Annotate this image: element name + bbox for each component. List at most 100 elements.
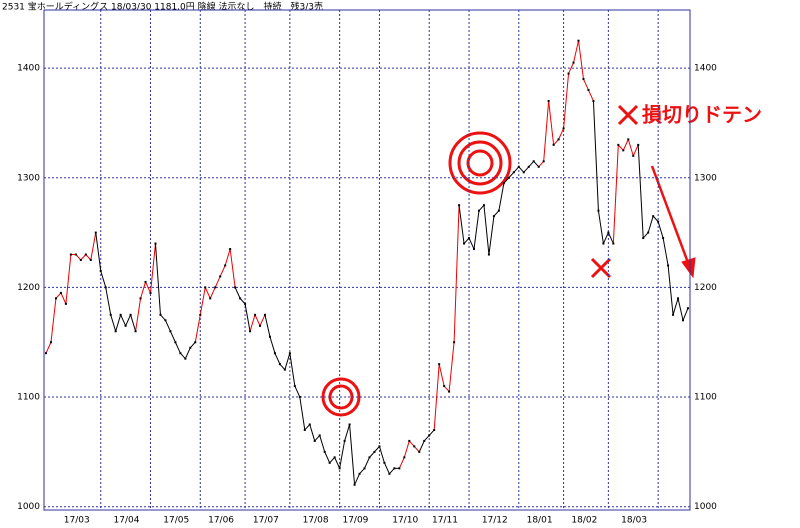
price-segment <box>622 139 629 151</box>
price-segment <box>334 457 341 469</box>
price-point <box>338 467 341 470</box>
price-point <box>527 165 530 168</box>
price-segment <box>383 462 390 475</box>
price-segment <box>130 314 137 332</box>
price-point <box>657 220 660 223</box>
price-segment <box>349 424 356 485</box>
price-point <box>303 428 306 431</box>
price-point <box>204 286 207 289</box>
price-segment <box>592 100 599 211</box>
price-segment <box>378 446 385 463</box>
price-segment <box>90 232 97 261</box>
price-point <box>259 324 261 327</box>
price-segment <box>140 281 147 299</box>
arrow <box>650 165 692 269</box>
price-segment <box>299 396 306 431</box>
price-segment <box>219 265 226 277</box>
price-segment <box>583 78 589 91</box>
price-point <box>278 363 281 366</box>
price-point <box>99 269 102 272</box>
price-segment <box>339 440 346 469</box>
price-segment <box>269 336 276 354</box>
price-point <box>477 209 480 212</box>
price-segment <box>632 144 639 157</box>
price-segment <box>120 314 127 326</box>
price-point <box>577 39 580 42</box>
price-segment <box>448 342 455 392</box>
price-point <box>174 341 177 344</box>
price-point <box>612 242 615 245</box>
price-point <box>293 385 296 388</box>
price-point <box>388 472 391 475</box>
price-point <box>353 483 356 486</box>
price-segment <box>647 215 654 233</box>
price-point <box>582 78 585 81</box>
price-point <box>672 313 675 316</box>
price-segment <box>249 314 256 332</box>
price-point <box>54 297 57 300</box>
price-point <box>487 253 490 256</box>
price-segment <box>662 237 669 266</box>
price-point <box>667 264 670 267</box>
price-segment <box>169 331 176 343</box>
x-tick-label: 17/04 <box>114 516 140 526</box>
price-point <box>632 154 635 157</box>
x-tick-label: 17/05 <box>163 516 189 526</box>
price-point <box>363 467 366 470</box>
y-tick-label: 1300 <box>694 173 717 183</box>
price-point <box>637 143 640 146</box>
price-segment <box>483 205 490 255</box>
price-point <box>572 61 575 64</box>
price-segment <box>677 298 684 321</box>
cross <box>590 257 612 279</box>
price-point <box>214 286 217 289</box>
price-segment <box>309 424 316 442</box>
price-point <box>249 330 252 333</box>
price-point <box>328 461 331 464</box>
x-tick-label: 17/09 <box>342 516 368 526</box>
price-point <box>74 253 77 256</box>
price-point <box>463 242 466 245</box>
price-segment <box>150 243 156 293</box>
price-point <box>507 176 510 179</box>
price-point <box>428 434 431 437</box>
double-circle <box>321 377 361 417</box>
x-tick-label: 17/10 <box>392 516 418 526</box>
price-segment <box>204 287 211 299</box>
price-point <box>323 450 326 453</box>
price-point <box>124 324 127 327</box>
price-segment <box>498 183 505 211</box>
price-point <box>652 215 655 218</box>
price-point <box>169 330 172 333</box>
price-point <box>229 248 232 251</box>
price-point <box>254 313 257 316</box>
price-point <box>687 307 689 310</box>
price-segment <box>50 298 57 343</box>
price-point <box>194 341 197 344</box>
price-point <box>199 313 202 316</box>
price-point <box>119 313 122 316</box>
price-segment <box>418 440 425 453</box>
price-segment <box>597 210 604 244</box>
y-tick-label: 1200 <box>17 283 40 293</box>
price-point <box>622 149 625 152</box>
price-point <box>358 472 361 475</box>
x-tick-label: 17/07 <box>253 516 279 526</box>
y-tick-label: 1400 <box>694 64 717 74</box>
price-segment <box>548 100 555 145</box>
price-segment <box>398 457 405 469</box>
price-point <box>308 423 311 426</box>
price-point <box>642 237 645 240</box>
y-tick-label: 1100 <box>694 393 717 403</box>
price-point <box>522 171 525 174</box>
price-segment <box>488 216 495 255</box>
price-segment <box>612 144 619 244</box>
price-point <box>189 346 192 349</box>
price-segment <box>254 314 261 326</box>
price-segment <box>110 314 117 332</box>
price-point <box>662 237 665 240</box>
price-segment <box>154 243 161 315</box>
price-segment <box>627 139 634 156</box>
price-point <box>473 248 475 251</box>
